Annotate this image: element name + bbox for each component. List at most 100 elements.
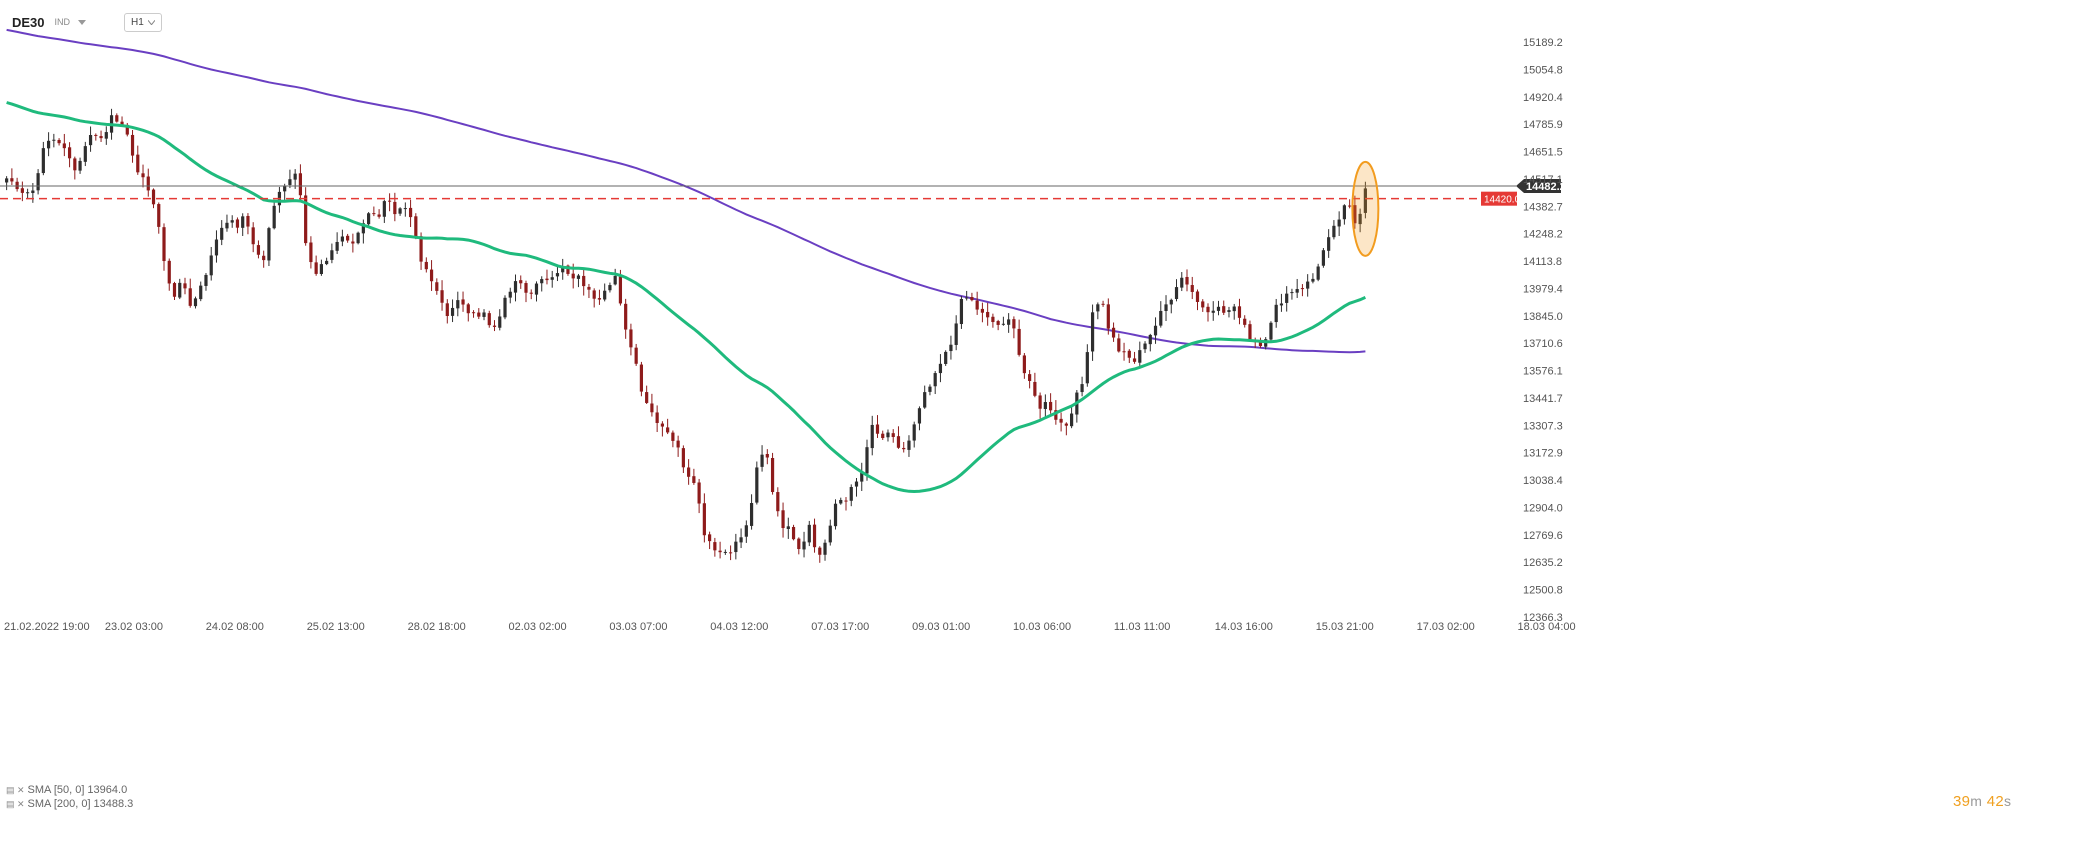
- candle-body: [891, 433, 895, 437]
- timeframe-select[interactable]: H1: [124, 12, 162, 32]
- candle-body: [823, 542, 827, 555]
- candle-body: [592, 290, 596, 299]
- legend-item-sma50: ▤ ✕ SMA [50, 0] 13964.0: [6, 783, 133, 797]
- candle-body: [403, 208, 407, 210]
- candle-body: [692, 476, 696, 483]
- sma200-line: [6, 28, 1366, 354]
- candle-body: [666, 427, 670, 433]
- candle-body: [503, 297, 507, 318]
- candle-body: [1211, 310, 1215, 313]
- symbol-chevron-down-icon[interactable]: [76, 16, 88, 28]
- candle-body: [1022, 355, 1026, 374]
- candle-body: [886, 432, 890, 438]
- symbol-name[interactable]: DE30: [12, 14, 45, 30]
- candle-body: [214, 239, 219, 256]
- candle-body: [718, 550, 722, 553]
- candle-body: [1353, 205, 1357, 224]
- candle-body: [382, 201, 386, 217]
- candle-body: [414, 216, 418, 237]
- indicator-settings-icon[interactable]: ▤ ✕: [6, 799, 25, 809]
- time-tick-label: 14.03 16:00: [1215, 621, 1273, 633]
- time-tick-label: 21.02.2022 19:00: [4, 621, 90, 633]
- candle-body: [151, 189, 156, 205]
- candle-body: [172, 283, 177, 297]
- time-tick-label: 03.03 07:00: [609, 621, 667, 633]
- timer-minutes-unit: m: [1970, 793, 1983, 809]
- candle-body: [1127, 350, 1131, 358]
- timeframe-chevron-down-icon: [147, 17, 156, 28]
- candle-body: [1111, 327, 1116, 338]
- candle-body: [283, 185, 287, 192]
- candle-body: [492, 325, 497, 327]
- candle-body: [923, 392, 927, 408]
- candle-body: [188, 288, 192, 306]
- time-tick-label: 25.02 13:00: [307, 621, 365, 633]
- candle-body: [1043, 402, 1047, 409]
- candle-body: [41, 148, 45, 174]
- time-axis: 21.02.2022 19:00 23.02 03:00 24.02 08:00 25…: [4, 621, 1576, 633]
- candle-body: [1216, 306, 1221, 311]
- candle-body: [697, 482, 701, 504]
- candle-body: [73, 158, 77, 171]
- candle-body: [319, 264, 323, 275]
- candle-body: [298, 173, 303, 196]
- candle-body: [776, 492, 780, 512]
- timeframe-value: H1: [131, 16, 144, 28]
- price-tick-label: 14785.9: [1523, 119, 1563, 131]
- legend-label: SMA [50, 0]: [27, 784, 85, 796]
- candle-body: [875, 424, 880, 434]
- candle-body: [241, 216, 245, 228]
- time-tick-label: 23.02 03:00: [105, 621, 163, 633]
- candle-body: [613, 275, 617, 285]
- candle-body: [713, 542, 717, 551]
- candle-body: [755, 467, 759, 503]
- candle-body: [230, 220, 234, 223]
- candle-body: [1279, 303, 1284, 306]
- candle-body: [461, 299, 465, 305]
- candle-body: [1096, 304, 1100, 312]
- candle-body: [1159, 310, 1163, 326]
- candle-body: [178, 282, 182, 298]
- candle-body: [1206, 306, 1210, 313]
- legend-value: 13488.3: [93, 798, 134, 810]
- candle-body: [1342, 205, 1346, 220]
- candle-body: [749, 503, 754, 526]
- candle-body: [314, 262, 318, 274]
- candle-body: [550, 277, 554, 280]
- indicator-settings-icon[interactable]: ▤ ✕: [6, 785, 25, 795]
- candle-body: [728, 552, 733, 554]
- candle-body: [949, 344, 953, 352]
- candle-body: [372, 213, 376, 215]
- chart-toolbar: DE30 IND H1: [12, 12, 162, 32]
- candle-body: [1106, 304, 1110, 329]
- candle-body: [356, 232, 360, 244]
- candle-body: [1153, 325, 1158, 336]
- candle-body: [456, 300, 460, 309]
- time-tick-label: 15.03 21:00: [1316, 621, 1374, 633]
- price-tick-label: 13038.4: [1523, 475, 1563, 487]
- candle-body: [1033, 381, 1037, 396]
- candle-body: [1358, 213, 1362, 225]
- candle-body: [20, 188, 24, 193]
- candle-body: [440, 290, 444, 303]
- candle-body: [645, 392, 649, 403]
- candle-body: [870, 424, 874, 449]
- candle-body: [1001, 323, 1005, 325]
- candle-body: [702, 503, 706, 536]
- candle-body: [687, 467, 691, 477]
- candle-body: [534, 283, 539, 295]
- candle-body: [1069, 413, 1074, 427]
- candle-body: [167, 260, 171, 284]
- candle-body: [844, 500, 848, 502]
- candle-body: [1164, 304, 1168, 311]
- candle-body: [31, 190, 35, 194]
- candle-body: [1258, 341, 1263, 347]
- candle-body: [15, 181, 19, 190]
- price-tick-label: 15054.8: [1523, 64, 1563, 76]
- candle-body: [854, 481, 859, 487]
- candle-body: [225, 222, 229, 229]
- candle-body: [78, 160, 82, 171]
- candle-body: [67, 147, 72, 159]
- candle-body: [849, 487, 853, 501]
